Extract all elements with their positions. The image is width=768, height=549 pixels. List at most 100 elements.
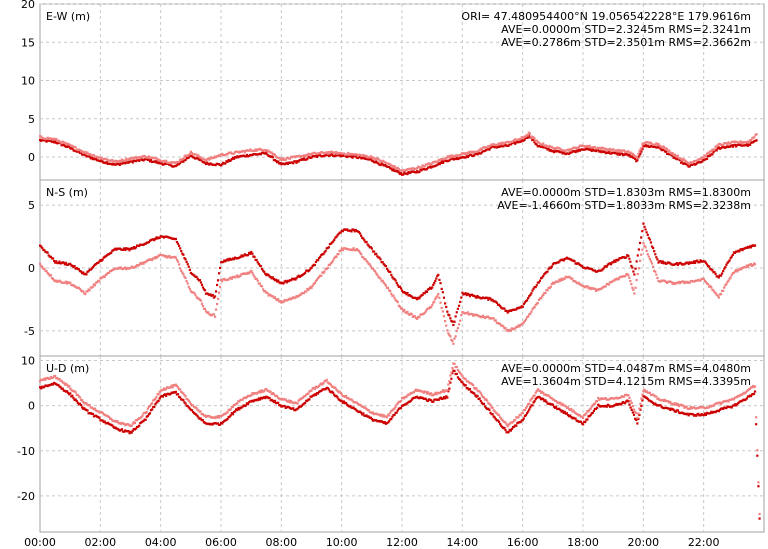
data-point <box>546 270 549 273</box>
data-point <box>222 420 225 424</box>
data-point <box>58 260 61 263</box>
data-point <box>82 400 85 404</box>
data-point <box>553 149 557 152</box>
x-tick-label: 16:00 <box>507 536 539 549</box>
data-point <box>123 430 126 433</box>
data-point <box>632 413 636 416</box>
data-point <box>455 365 458 369</box>
data-point <box>231 413 235 416</box>
data-point <box>214 156 217 159</box>
data-point <box>529 293 532 297</box>
data-point <box>485 398 488 401</box>
data-point <box>682 280 685 283</box>
data-point <box>529 312 532 315</box>
data-point <box>570 149 573 152</box>
data-point <box>466 155 469 159</box>
data-point <box>682 404 685 407</box>
data-point <box>231 405 235 409</box>
data-point <box>273 296 277 299</box>
data-point <box>615 149 618 152</box>
data-point <box>318 257 321 260</box>
data-point <box>425 168 428 171</box>
data-point <box>328 152 332 155</box>
data-point <box>636 254 639 257</box>
data-point <box>200 283 204 287</box>
data-point <box>645 231 648 234</box>
data-point <box>335 235 338 238</box>
data-point <box>222 260 225 264</box>
data-point <box>542 274 545 278</box>
data-point <box>64 261 68 265</box>
data-point <box>755 423 758 426</box>
data-point <box>258 389 261 393</box>
data-point <box>184 258 187 261</box>
data-point <box>708 406 711 409</box>
data-point <box>406 172 409 176</box>
data-point <box>88 155 91 158</box>
data-point <box>365 240 368 244</box>
data-point <box>440 390 444 393</box>
data-point <box>119 160 123 163</box>
data-point <box>350 230 353 233</box>
data-point <box>134 246 138 249</box>
data-point <box>367 409 370 412</box>
data-point <box>718 401 722 404</box>
data-point <box>196 277 199 280</box>
data-point <box>435 277 438 280</box>
data-point <box>297 274 300 277</box>
data-point <box>212 156 215 160</box>
data-point <box>461 374 464 378</box>
data-point <box>460 296 463 299</box>
data-point <box>184 395 187 398</box>
data-point <box>616 153 619 156</box>
data-point <box>165 159 168 162</box>
data-point <box>531 135 534 138</box>
data-point <box>738 395 741 398</box>
data-point <box>521 305 524 308</box>
data-point <box>230 158 233 161</box>
data-point <box>131 422 134 425</box>
data-point <box>639 148 642 151</box>
data-point <box>635 412 638 415</box>
data-point <box>559 401 562 404</box>
data-point <box>139 417 142 420</box>
data-point <box>528 295 531 298</box>
data-point <box>547 267 550 270</box>
data-point <box>500 417 503 420</box>
data-point <box>284 158 287 161</box>
data-point <box>352 406 355 409</box>
data-point <box>749 263 753 266</box>
data-point <box>296 402 299 405</box>
data-point <box>319 255 322 258</box>
data-point <box>217 416 221 419</box>
data-point <box>535 284 538 287</box>
data-point <box>571 277 574 280</box>
data-point <box>197 279 200 282</box>
data-point <box>464 377 467 381</box>
data-point <box>637 152 640 156</box>
data-point <box>78 149 82 152</box>
data-point <box>103 275 106 279</box>
data-point <box>304 271 307 274</box>
data-point <box>196 156 199 160</box>
data-point <box>131 429 134 432</box>
data-point <box>71 147 74 150</box>
data-point <box>183 393 186 397</box>
data-point <box>162 387 166 390</box>
data-point <box>335 388 338 391</box>
data-point <box>748 387 752 390</box>
data-point <box>188 268 191 271</box>
data-point <box>304 401 307 405</box>
data-point <box>486 146 489 149</box>
data-point <box>699 279 702 282</box>
data-point <box>738 268 741 271</box>
data-point <box>110 251 113 254</box>
data-point <box>354 155 357 158</box>
data-point <box>566 406 570 409</box>
data-point <box>187 265 190 268</box>
data-point <box>91 266 94 269</box>
data-point <box>643 225 646 228</box>
data-point <box>226 411 229 414</box>
data-point <box>209 157 212 160</box>
data-point <box>375 252 378 255</box>
